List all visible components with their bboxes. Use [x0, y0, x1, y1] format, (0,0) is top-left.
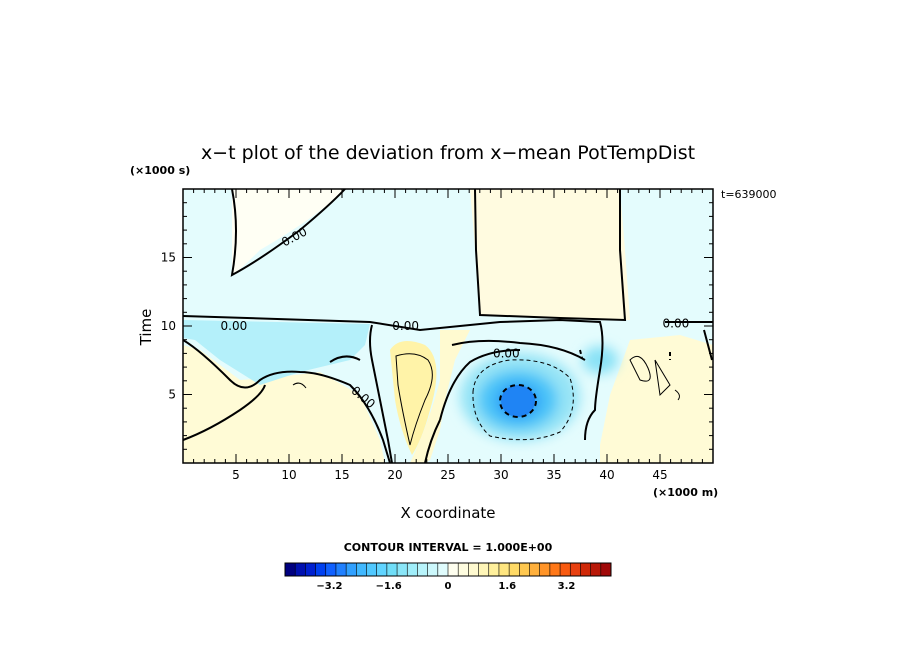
zero-contours	[183, 189, 713, 463]
x-tick-label: 40	[599, 468, 614, 482]
colorbar-swatch	[498, 563, 510, 576]
colorbar-swatch	[600, 563, 612, 576]
colorbar-swatch	[356, 563, 367, 576]
colorbar-title: CONTOUR INTERVAL = 1.000E+00	[344, 541, 553, 554]
x-tick-label: 15	[334, 468, 349, 482]
colorbar-swatch	[448, 563, 459, 576]
colorbar-swatch	[407, 563, 418, 576]
colorbar-swatch	[529, 563, 540, 576]
x-tick-label: 5	[232, 468, 240, 482]
colorbar-swatch	[417, 563, 428, 576]
x-tick-label: 35	[546, 468, 561, 482]
cold-contours	[472, 349, 671, 441]
y-axis-label: Time	[137, 309, 155, 347]
lower-left-warm-region	[183, 345, 385, 463]
colorbar-swatch	[560, 563, 571, 576]
colorbar-swatch	[458, 563, 469, 576]
svg-text:0.00: 0.00	[663, 316, 690, 330]
colorbar-swatch	[376, 563, 388, 576]
colorbar-swatch	[305, 563, 316, 576]
colorbar-swatch	[478, 563, 490, 576]
time-label: t=639000	[721, 188, 777, 201]
cold-band	[183, 320, 370, 385]
colorbar-swatch	[325, 563, 337, 576]
x-tick-label: 10	[281, 468, 296, 482]
upper-left-warm-region	[232, 189, 345, 275]
colorbar-tick-label: 3.2	[558, 581, 576, 592]
colorbar-tick-label: 1.6	[498, 581, 516, 592]
y-tick-label: 15	[161, 251, 176, 265]
warm-contours	[292, 353, 680, 446]
colorbar-tick-label: −1.6	[376, 581, 402, 592]
x-tick-label: 25	[440, 468, 455, 482]
colorbar-swatch	[315, 563, 327, 576]
colorbar-tick-label: 0	[445, 581, 452, 592]
colorbar-swatch	[519, 563, 530, 576]
anomaly-field: 0.000.00 0.000.000.000.00	[183, 189, 713, 463]
colorbar-tick-label: −3.2	[316, 581, 342, 592]
colorbar-swatch	[570, 563, 581, 576]
colorbar-swatch	[346, 563, 357, 576]
svg-text:0.00: 0.00	[221, 319, 248, 333]
warm-band	[410, 330, 470, 463]
colorbar-swatch	[295, 563, 306, 576]
lower-right-warm-region	[600, 335, 713, 463]
colorbar-swatch	[335, 563, 347, 576]
colorbar-swatch	[386, 563, 398, 576]
colorbar-swatch	[366, 563, 377, 576]
x-axis-label: X coordinate	[400, 504, 495, 522]
colorbar-swatch	[285, 563, 296, 576]
colorbar-swatch	[539, 563, 551, 576]
colorbar-swatch	[397, 563, 408, 576]
y-unit-label: (×1000 s)	[130, 164, 190, 177]
y-tick-label: 10	[161, 319, 176, 333]
x-tick-label: 45	[652, 468, 667, 482]
chart-title: x−t plot of the deviation from x−mean Po…	[201, 142, 695, 164]
colorbar-swatch	[509, 563, 520, 576]
cold-core	[501, 385, 535, 417]
colorbar-swatch	[580, 563, 591, 576]
contour-label: 0.00	[221, 319, 248, 333]
colorbar-swatch	[468, 563, 479, 576]
x-unit-label: (×1000 m)	[653, 486, 718, 499]
axis-ticks: 5 10 15 20 25 30 35 40 45 5 10 15	[161, 189, 713, 482]
contour-label: 0.00	[493, 346, 520, 360]
colorbar-swatch	[590, 563, 602, 576]
x-tick-label: 20	[387, 468, 402, 482]
central-warm-plume	[390, 341, 437, 455]
x-tick-label: 30	[493, 468, 508, 482]
colorbar-swatch	[549, 563, 561, 576]
contour-label: 0.00	[663, 316, 690, 330]
colorbar-swatch	[488, 563, 500, 576]
svg-text:0.00: 0.00	[392, 319, 419, 333]
svg-text:0.00: 0.00	[493, 346, 520, 360]
colorbar-frame	[284, 562, 612, 577]
colorbar: −3.2 −1.6 0 1.6 3.2	[284, 562, 612, 592]
colorbar-swatch	[427, 563, 439, 576]
colorbar-swatch	[437, 563, 449, 576]
upper-warm-region	[470, 189, 630, 320]
contour-label: 0.00	[392, 319, 419, 333]
y-tick-label: 5	[168, 388, 176, 402]
